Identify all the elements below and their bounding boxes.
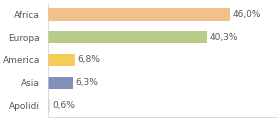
Text: 6,3%: 6,3% <box>75 78 98 87</box>
Text: 0,6%: 0,6% <box>53 101 75 110</box>
Bar <box>48 99 50 112</box>
Bar <box>48 77 73 89</box>
Text: 6,8%: 6,8% <box>77 55 100 64</box>
Bar <box>48 8 230 21</box>
Text: 46,0%: 46,0% <box>232 10 261 19</box>
Bar <box>48 54 75 66</box>
Bar <box>48 31 207 43</box>
Text: 40,3%: 40,3% <box>209 33 238 42</box>
